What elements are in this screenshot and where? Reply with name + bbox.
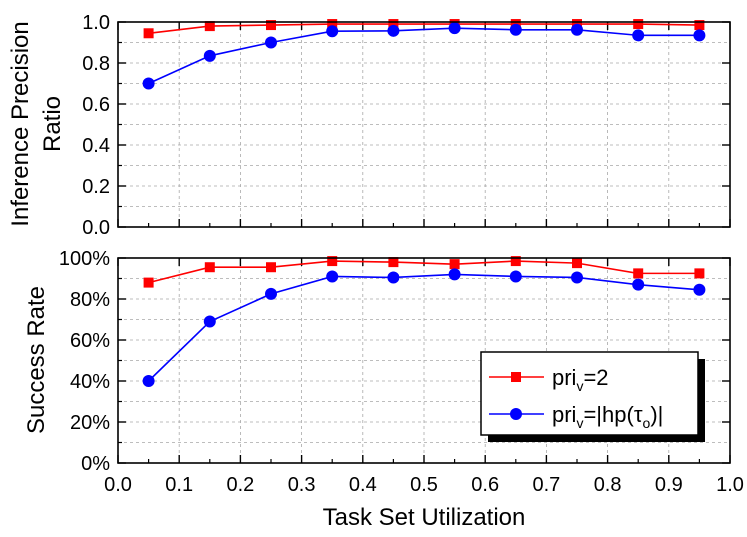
- top-series-point-a: [204, 21, 215, 32]
- bottom-plot-frame: [117, 257, 731, 464]
- top-series-point-b: [142, 77, 155, 90]
- bottom-ytick-label: 80%: [70, 289, 110, 311]
- bottom-series-point-b: [326, 270, 339, 283]
- top-series-point-b: [571, 23, 583, 36]
- top-ticks: 0.0 0.2 0.4 0.6 0.8 1.0: [82, 12, 731, 239]
- bottom-y-axis-title: Success Rate: [23, 286, 50, 434]
- top-series-point-b: [693, 29, 706, 42]
- top-series-point-a: [694, 20, 705, 31]
- bottom-series-point-a: [510, 256, 521, 267]
- bottom-series-point-a: [633, 268, 644, 279]
- x-axis-title: Task Set Utilization: [323, 504, 526, 531]
- bottom-ytick-label: 0%: [81, 453, 110, 475]
- top-series-line-b: [148, 27, 700, 85]
- bottom-series-point-b: [571, 271, 583, 284]
- bottom-series-point-a: [143, 277, 154, 288]
- top-series-point-a: [143, 28, 154, 39]
- top-series-point-b: [387, 24, 400, 37]
- bottom-ytick-label: 100%: [59, 248, 110, 270]
- bottom-series-point-a: [449, 259, 460, 270]
- top-panel: 0.0 0.2 0.4 0.6 0.8 1.0 Inference Precision R…: [7, 12, 731, 239]
- x-tick-label: 1.0: [716, 474, 744, 496]
- bottom-series-point-a: [266, 262, 276, 273]
- top-ytick-label: 0.8: [82, 53, 110, 75]
- bottom-series-point-b: [203, 315, 216, 328]
- top-ytick-label: 1.0: [82, 12, 110, 34]
- bottom-series-point-a: [204, 262, 215, 273]
- top-series-point-a: [388, 19, 399, 30]
- x-tick-label: 0.1: [165, 474, 193, 496]
- bottom-series-point-a: [694, 268, 705, 279]
- bottom-series: [142, 256, 706, 387]
- x-tick-label: 0.4: [349, 474, 377, 496]
- top-grid: [118, 22, 730, 227]
- top-plot-frame: [117, 21, 731, 228]
- bottom-series-point-b: [142, 375, 155, 387]
- bottom-series-point-b: [265, 287, 277, 300]
- bottom-series-point-a: [327, 256, 338, 267]
- bottom-ytick-label: 40%: [70, 371, 110, 393]
- top-ytick-label: 0.4: [82, 135, 110, 157]
- x-tick-label: 0.9: [655, 474, 683, 496]
- top-series-point-b: [448, 22, 461, 35]
- bottom-series-point-b: [387, 271, 400, 284]
- legend: priv=2 priv=|hp(τo)|: [480, 351, 705, 442]
- bottom-ytick-label: 20%: [70, 412, 110, 434]
- legend-marker-a: [511, 372, 521, 382]
- legend-label-b: priv=|hp(τo)|: [552, 402, 663, 431]
- bottom-series-point-b: [632, 278, 645, 291]
- top-series-line-a: [148, 23, 700, 35]
- bottom-ytick-label: 60%: [70, 330, 110, 352]
- legend-label-a: priv=2: [552, 365, 609, 394]
- x-tick-label: 0.8: [594, 474, 622, 496]
- top-series-point-a: [633, 19, 644, 30]
- top-series: [142, 19, 706, 90]
- top-ytick-label: 0.2: [82, 176, 110, 198]
- top-series-point-b: [203, 49, 216, 62]
- bottom-series-point-a: [388, 257, 399, 268]
- top-series-point-a: [327, 19, 338, 30]
- top-series-point-b: [326, 25, 339, 38]
- top-ytick-label: 0.6: [82, 94, 110, 116]
- bottom-series-point-b: [509, 270, 522, 283]
- top-series-point-b: [509, 23, 522, 36]
- top-series-point-b: [632, 29, 645, 42]
- x-tick-label: 0.0: [104, 474, 132, 496]
- bottom-series-line-a: [148, 260, 700, 284]
- top-series-point-b: [265, 36, 277, 49]
- top-series-point-a: [266, 20, 276, 31]
- bottom-series-point-a: [572, 258, 582, 269]
- bottom-series-line-b: [148, 273, 700, 382]
- top-ytick-label: 0.0: [82, 217, 110, 239]
- bottom-panel: 0% 20% 40% 60% 80% 100% 0.0 0.1 0.2 0.3 0.4 0.5 0.6 0…: [23, 248, 744, 531]
- x-tick-label: 0.3: [288, 474, 316, 496]
- x-tick-label: 0.5: [410, 474, 438, 496]
- bottom-series-point-b: [693, 283, 706, 296]
- bottom-series-point-b: [448, 268, 461, 281]
- legend-marker-b: [510, 408, 522, 420]
- top-y-axis-title-line2: Ratio: [39, 96, 66, 152]
- x-tick-label: 0.7: [532, 474, 560, 496]
- x-tick-label: 0.6: [471, 474, 499, 496]
- x-tick-label: 0.2: [226, 474, 254, 496]
- legend-box: [480, 351, 699, 436]
- top-y-axis-title-line1: Inference Precision: [7, 21, 34, 226]
